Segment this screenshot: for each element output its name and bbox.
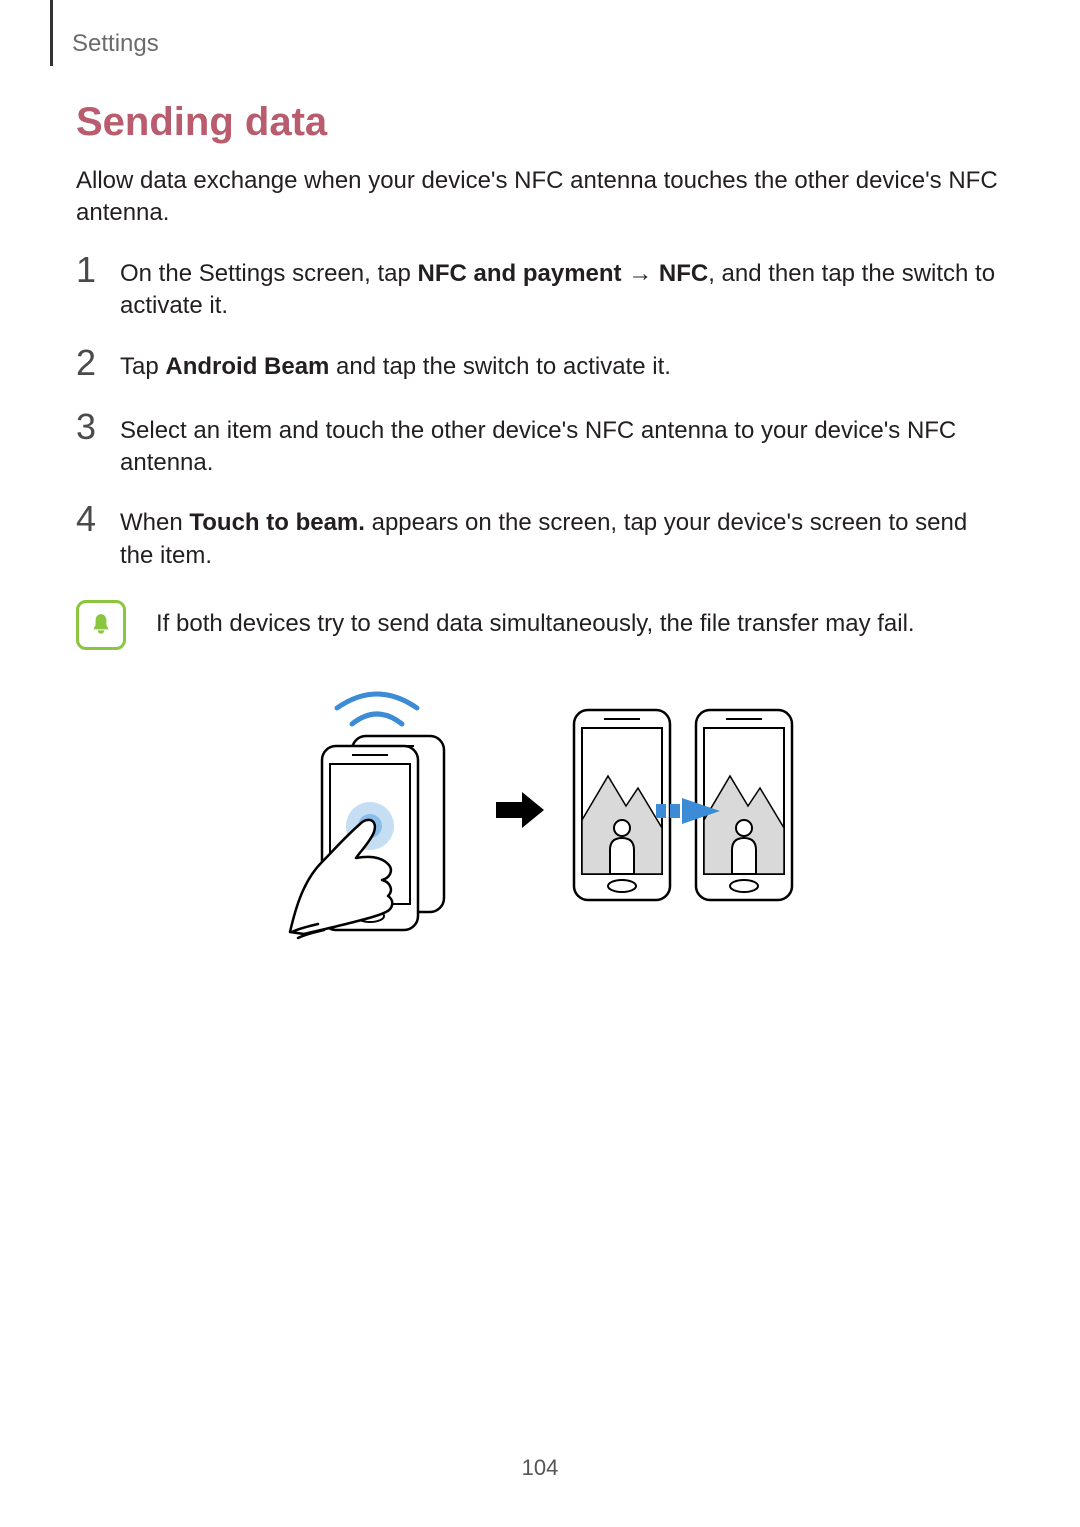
step-text: On the Settings screen, tap NFC and paym… xyxy=(120,258,1004,323)
step-number: 2 xyxy=(76,345,112,381)
step-fragment: Tap xyxy=(120,353,165,380)
arrow-text: → xyxy=(622,260,659,287)
main-content: Sending data Allow data exchange when yo… xyxy=(76,100,1004,940)
step-text: When Touch to beam. appears on the scree… xyxy=(120,507,1004,572)
intro-text: Allow data exchange when your device's N… xyxy=(76,165,1004,230)
note-text: If both devices try to send data simulta… xyxy=(156,600,915,640)
step-3: 3 Select an item and touch the other dev… xyxy=(76,415,1004,480)
step-bold: Android Beam xyxy=(165,353,329,380)
step-bold: NFC xyxy=(659,260,708,287)
step-bold: Touch to beam. xyxy=(189,509,365,536)
step-number: 3 xyxy=(76,409,112,445)
step-fragment: When xyxy=(120,509,189,536)
section-title: Sending data xyxy=(76,100,1004,145)
header-tab xyxy=(50,0,53,66)
step-4: 4 When Touch to beam. appears on the scr… xyxy=(76,507,1004,572)
phone-transfer-illustration xyxy=(568,700,798,920)
note-box: If both devices try to send data simulta… xyxy=(76,600,1004,650)
phone-tap-illustration xyxy=(282,680,472,940)
step-fragment: On the Settings screen, tap xyxy=(120,260,418,287)
nfc-diagram xyxy=(76,680,1004,940)
step-bold: NFC and payment xyxy=(418,260,622,287)
steps-list: 1 On the Settings screen, tap NFC and pa… xyxy=(76,258,1004,572)
step-text: Select an item and touch the other devic… xyxy=(120,415,1004,480)
step-text: Tap Android Beam and tap the switch to a… xyxy=(120,351,1004,383)
step-1: 1 On the Settings screen, tap NFC and pa… xyxy=(76,258,1004,323)
bell-icon xyxy=(76,600,126,650)
page-number: 104 xyxy=(0,1455,1080,1481)
arrow-right-icon xyxy=(496,790,544,830)
step-2: 2 Tap Android Beam and tap the switch to… xyxy=(76,351,1004,387)
step-fragment: and tap the switch to activate it. xyxy=(329,353,671,380)
breadcrumb: Settings xyxy=(72,30,159,58)
step-number: 1 xyxy=(76,252,112,288)
step-number: 4 xyxy=(76,501,112,537)
